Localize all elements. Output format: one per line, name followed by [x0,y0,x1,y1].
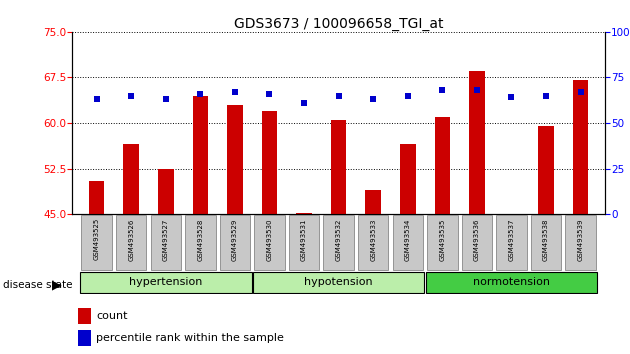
Text: GSM493532: GSM493532 [336,218,341,261]
Point [541,93,551,98]
Point [507,95,517,100]
Bar [158,169,173,214]
Bar [77,330,91,346]
Text: hypertension: hypertension [129,277,202,287]
Text: GSM493528: GSM493528 [197,218,203,261]
Bar [435,117,450,214]
Bar [77,308,91,324]
Point [195,91,205,97]
FancyBboxPatch shape [496,215,527,270]
Bar [89,181,105,214]
Text: GSM493537: GSM493537 [508,218,515,261]
Bar [331,120,346,214]
Point [472,87,482,93]
Bar [296,213,312,214]
Text: GSM493536: GSM493536 [474,218,480,261]
FancyBboxPatch shape [531,215,561,270]
Point [230,89,240,95]
FancyBboxPatch shape [116,215,146,270]
Bar [400,144,416,214]
Point [334,93,344,98]
Point [576,89,586,95]
Text: GSM493533: GSM493533 [370,218,376,261]
Bar [469,72,484,214]
Bar [123,144,139,214]
FancyBboxPatch shape [565,215,596,270]
Title: GDS3673 / 100096658_TGI_at: GDS3673 / 100096658_TGI_at [234,17,444,31]
Bar [504,213,519,214]
Text: GSM493527: GSM493527 [163,218,169,261]
FancyBboxPatch shape [358,215,389,270]
Bar [193,96,208,214]
Text: count: count [96,311,128,321]
FancyBboxPatch shape [427,215,457,270]
Bar [365,190,381,214]
Bar [261,111,277,214]
FancyBboxPatch shape [462,215,492,270]
Point [91,97,101,102]
FancyBboxPatch shape [392,215,423,270]
Point [403,93,413,98]
Text: GSM493530: GSM493530 [266,218,273,261]
FancyBboxPatch shape [151,215,181,270]
Bar [227,105,243,214]
Point [368,97,378,102]
Text: GSM493538: GSM493538 [543,218,549,261]
FancyBboxPatch shape [426,272,597,293]
Point [299,100,309,106]
Point [161,97,171,102]
Text: hypotension: hypotension [304,277,373,287]
Bar [573,80,588,214]
Point [126,93,136,98]
FancyBboxPatch shape [253,272,425,293]
Bar [538,126,554,214]
Text: percentile rank within the sample: percentile rank within the sample [96,333,284,343]
Text: GSM493539: GSM493539 [578,218,583,261]
Text: GSM493534: GSM493534 [404,218,411,261]
Point [437,87,447,93]
FancyBboxPatch shape [323,215,354,270]
Text: ▶: ▶ [52,279,61,291]
FancyBboxPatch shape [81,215,112,270]
Text: disease state: disease state [3,280,72,290]
Text: GSM493535: GSM493535 [439,218,445,261]
Point [265,91,275,97]
FancyBboxPatch shape [255,215,285,270]
FancyBboxPatch shape [80,272,251,293]
Text: GSM493529: GSM493529 [232,218,238,261]
Text: GSM493526: GSM493526 [129,218,134,261]
FancyBboxPatch shape [289,215,319,270]
Text: normotension: normotension [473,277,550,287]
FancyBboxPatch shape [220,215,250,270]
FancyBboxPatch shape [185,215,215,270]
Text: GSM493531: GSM493531 [301,218,307,261]
Text: GSM493525: GSM493525 [94,218,100,261]
